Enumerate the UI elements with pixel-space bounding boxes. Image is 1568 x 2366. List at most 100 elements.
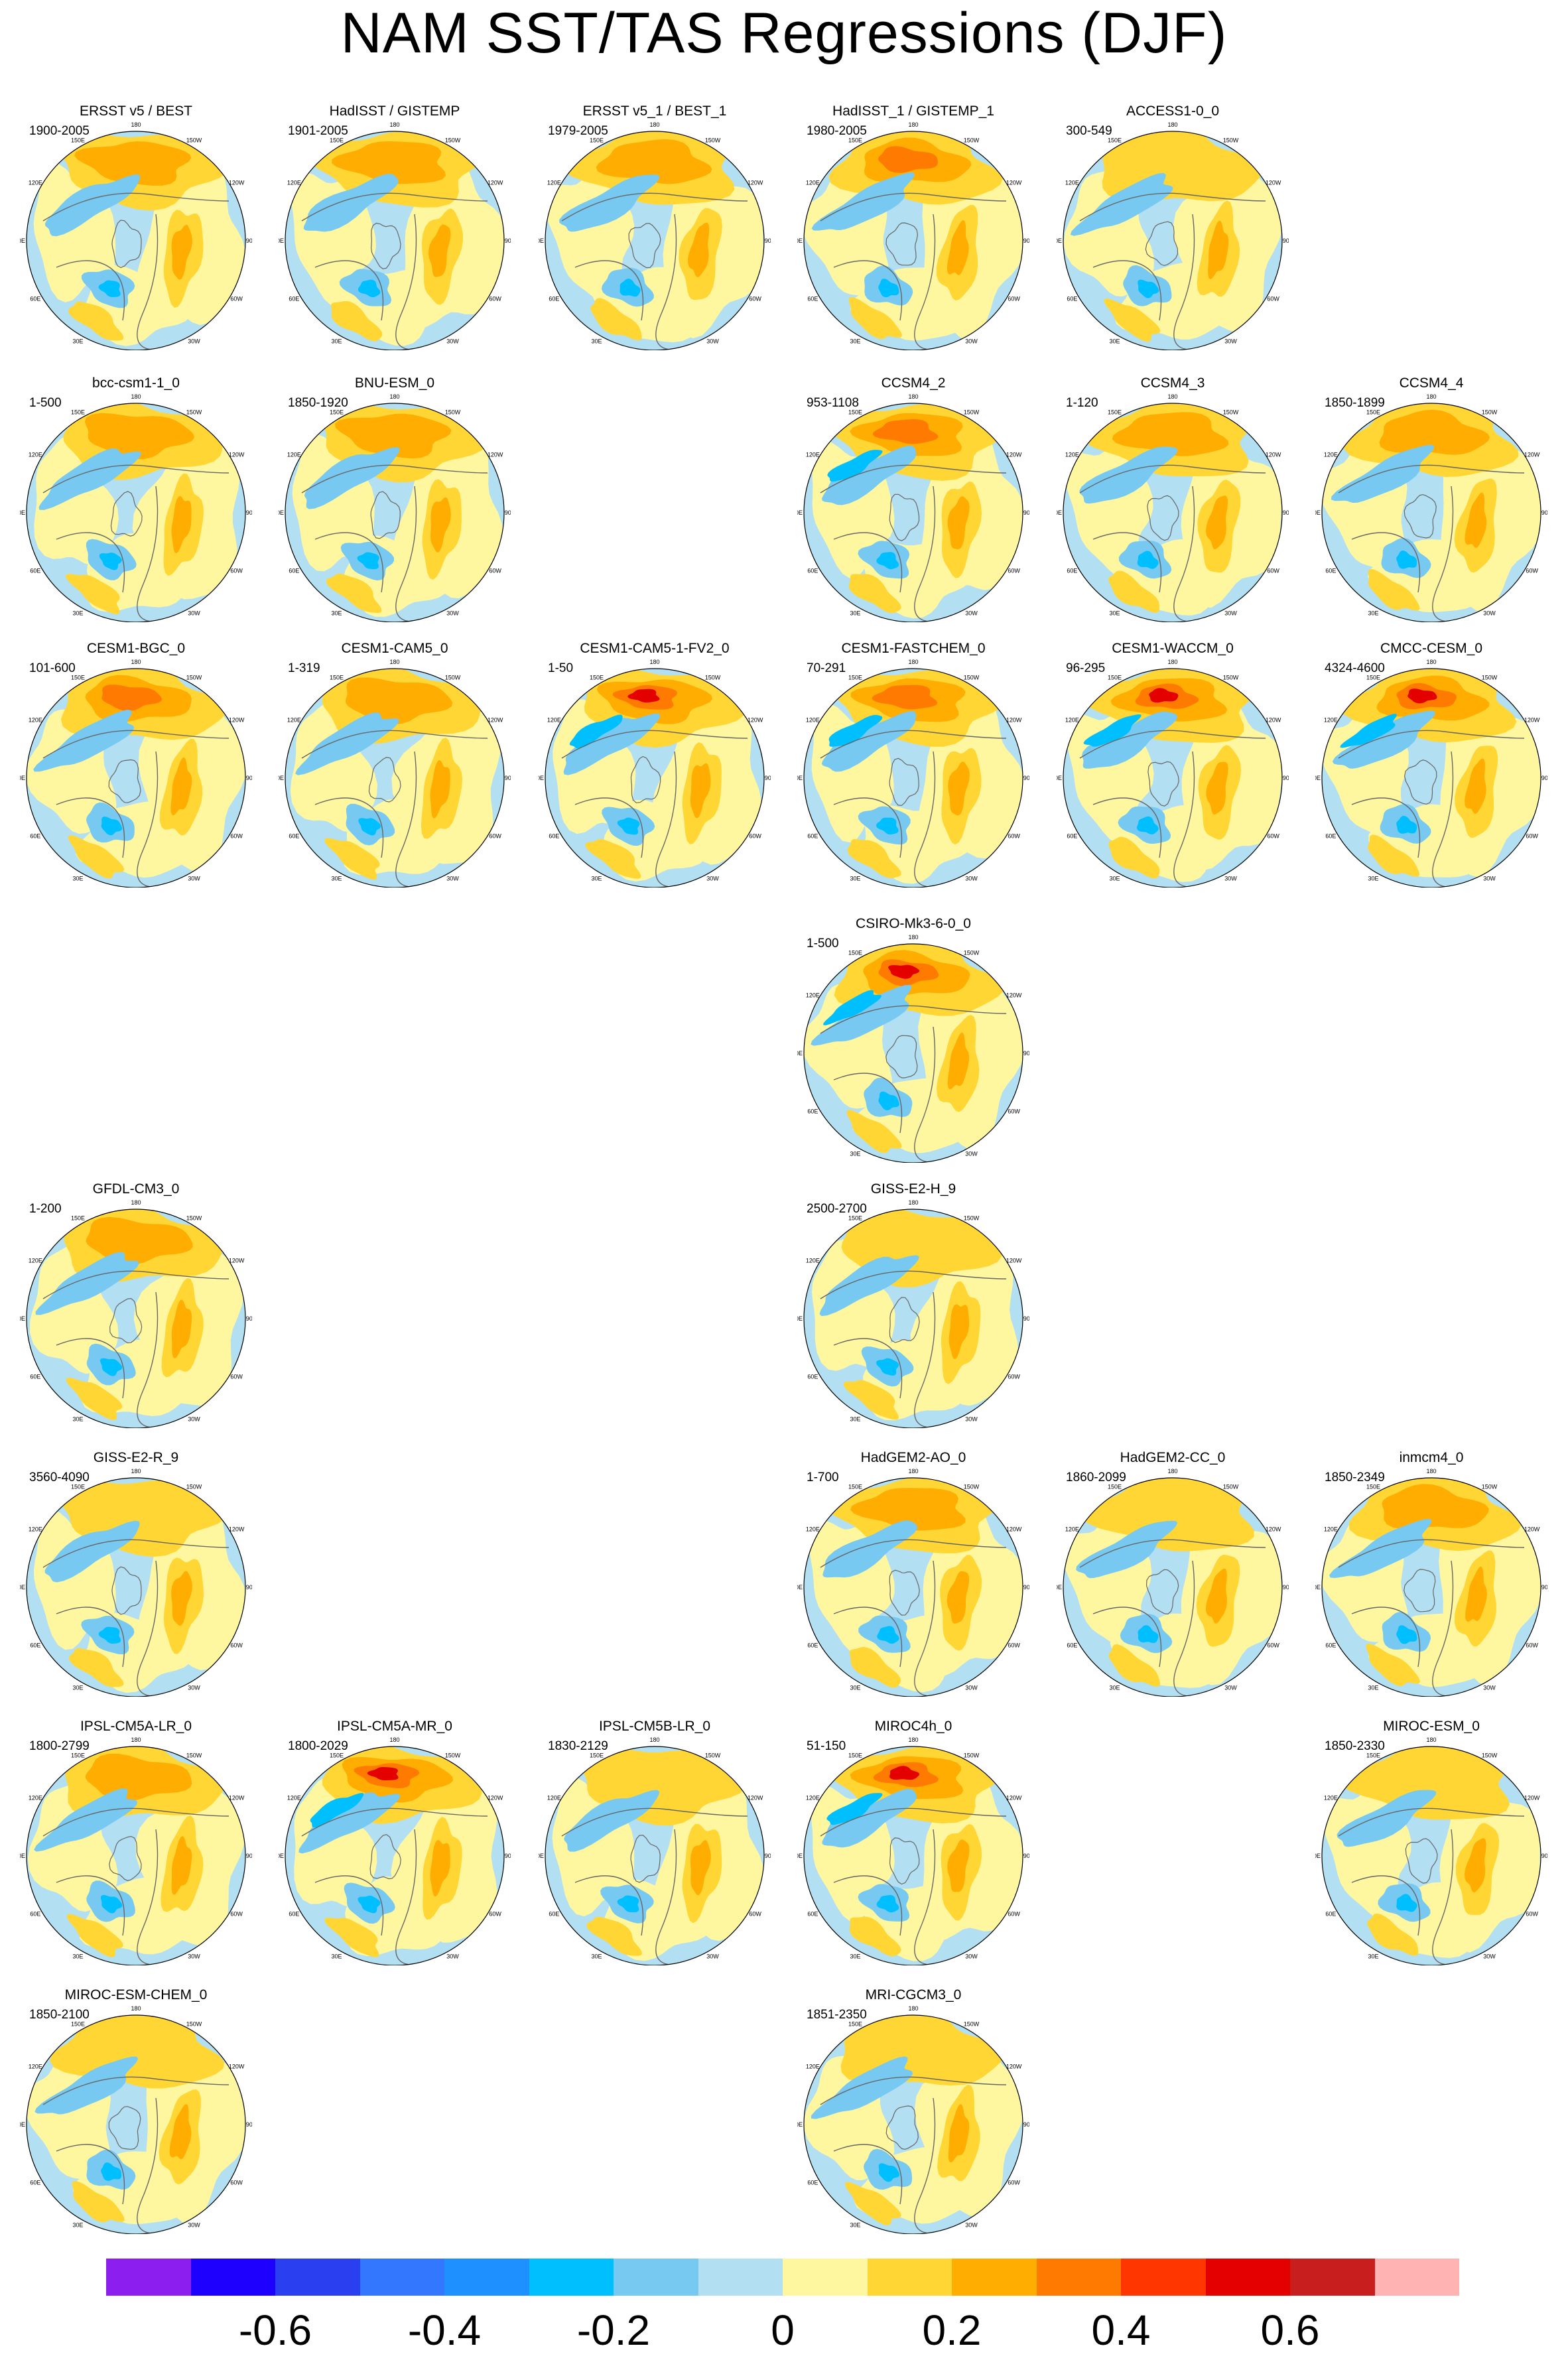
panel-title: HadGEM2-AO_0 — [860, 1450, 966, 1465]
longitude-label: 180 — [649, 659, 659, 665]
longitude-label: 60E — [807, 1642, 818, 1649]
longitude-label: 90W — [505, 237, 511, 244]
panel-title: HadISST / GISTEMP — [329, 103, 460, 119]
longitude-label: 150E — [1108, 1483, 1122, 1490]
panel-years: 1800-2029 — [288, 1739, 348, 1753]
longitude-label: 150E — [848, 949, 862, 956]
polar-map: 180150W120W90W60W30W030E60E90E120E150E — [1057, 393, 1289, 622]
longitude-label: 30E — [72, 876, 83, 882]
panel-years: 101-600 — [29, 661, 76, 675]
longitude-label: 90W — [246, 1584, 252, 1591]
longitude-label: 120W — [1524, 1795, 1540, 1802]
panel-gfdl-cm3-0: GFDL-CM3_01-200180150W120W90W60W30W030E6… — [20, 1181, 252, 1428]
panel-title: CESM1-CAM5_0 — [341, 641, 448, 656]
longitude-label: 120E — [806, 1526, 820, 1533]
longitude-label: 150W — [705, 137, 721, 143]
colorbar-box — [698, 2259, 783, 2296]
polar-map: 180150W120W90W60W30W030E60E90E120E150E — [279, 1737, 511, 1965]
panel-title: MRI-CGCM3_0 — [865, 1987, 962, 2003]
polar-map: 180150W120W90W60W30W030E60E90E120E150E — [1057, 121, 1289, 350]
longitude-label: 150E — [1366, 1752, 1380, 1758]
panel-cesm1-bgc-0: CESM1-BGC_0101-600180150W120W90W60W30W03… — [20, 640, 252, 887]
longitude-label: 60W — [230, 833, 243, 840]
panel-title: HadGEM2-CC_0 — [1120, 1450, 1226, 1465]
longitude-label: 60W — [1267, 296, 1279, 302]
longitude-label: 150E — [1366, 1483, 1380, 1490]
longitude-label: 150E — [848, 2020, 862, 2027]
colorbar-box — [614, 2259, 698, 2296]
longitude-label: 150E — [330, 674, 344, 681]
longitude-label: 90W — [505, 509, 511, 516]
longitude-label: 120W — [1006, 1258, 1022, 1264]
longitude-label: 90W — [1541, 775, 1547, 781]
longitude-label: 90W — [1283, 1584, 1289, 1591]
longitude-label: 30E — [591, 1953, 602, 1960]
longitude-label: 150E — [71, 1215, 85, 1221]
panel-title: GISS-E2-H_9 — [870, 1181, 956, 1197]
longitude-label: 30E — [850, 1151, 860, 1157]
longitude-label: 30W — [965, 1953, 978, 1960]
longitude-label: 90E — [797, 1050, 803, 1057]
longitude-label: 60E — [1325, 1642, 1336, 1649]
longitude-label: 180 — [389, 121, 399, 128]
longitude-label: 120W — [229, 180, 245, 186]
longitude-label: 90E — [797, 775, 803, 781]
longitude-label: 150W — [1482, 1752, 1498, 1758]
polar-map: 180150W120W90W60W30W030E60E90E120E150E — [1315, 1737, 1547, 1965]
longitude-label: 30E — [850, 876, 860, 882]
longitude-label: 90W — [1541, 509, 1547, 516]
longitude-label: 60W — [749, 296, 761, 302]
longitude-label: 30W — [706, 1953, 719, 1960]
longitude-label: 60W — [489, 568, 501, 574]
longitude-label: 60W — [230, 2180, 243, 2186]
panel-title: CESM1-CAM5-1-FV2_0 — [580, 641, 730, 656]
panel-years: 1-50 — [548, 661, 574, 675]
panel-title: CMCC-CESM_0 — [1380, 641, 1482, 656]
colorbar-box — [275, 2259, 360, 2296]
polar-map: 180150W120W90W60W30W030E60E90E120E150E — [797, 121, 1029, 350]
panel-hadisst-1-gistemp-1: HadISST_1 / GISTEMP_1 1980-2005 180 150W 120… — [797, 103, 1029, 350]
longitude-label: 150E — [1108, 137, 1122, 143]
panel-years: 1850-1920 — [288, 396, 348, 410]
longitude-label: 30W — [1483, 1685, 1496, 1691]
longitude-label: 150W — [964, 1215, 980, 1221]
longitude-label: 90E — [1315, 775, 1321, 781]
panel-years: 1-120 — [1066, 396, 1098, 410]
panel-years: 96-295 — [1066, 661, 1106, 675]
polar-map: 180150W120W90W60W30W030E60E90E120E150E — [797, 1199, 1029, 1428]
panel-miroc-esm-0: MIROC-ESM_0 1850-2330 180 150W 120W 90W 60W 30W… — [1315, 1718, 1547, 1965]
longitude-label: 60E — [549, 1911, 559, 1918]
longitude-label: 120E — [29, 1258, 42, 1264]
longitude-label: 30E — [331, 610, 342, 617]
polar-map: 180150W120W90W60W30W030E60E90E120E150E — [279, 393, 511, 622]
longitude-label: 150W — [705, 674, 721, 681]
colorbar-tick-label: 0.6 — [1260, 2306, 1320, 2354]
panel-title: GISS-E2-R_9 — [93, 1450, 179, 1465]
longitude-label: 180 — [1167, 121, 1177, 128]
colorbar-box — [952, 2259, 1037, 2296]
longitude-label: 60E — [807, 833, 818, 840]
longitude-label: 150W — [186, 674, 202, 681]
panel-years: 1850-2100 — [29, 2008, 90, 2022]
polar-map: 180150W120W90W60W30W030E60E90E120E150E — [539, 121, 771, 350]
longitude-label: 60W — [1008, 833, 1020, 840]
longitude-label: 120W — [229, 1258, 245, 1264]
longitude-label: 90E — [1057, 775, 1062, 781]
longitude-label: 60E — [289, 833, 299, 840]
longitude-label: 30W — [446, 876, 459, 882]
longitude-label: 30E — [1368, 1953, 1378, 1960]
longitude-label: 120E — [1065, 180, 1079, 186]
longitude-label: 90W — [246, 1853, 252, 1859]
panel-cesm1-cam5-1-fv2-0: CESM1-CAM5-1-FV2_0 1-50 180 150W 120W 90W 60W 3… — [539, 640, 771, 887]
longitude-label: 120W — [1006, 452, 1022, 458]
longitude-label: 30W — [1224, 1685, 1237, 1691]
longitude-label: 30E — [331, 338, 342, 345]
panel-bnu-esm-0: BNU-ESM_01850-1920180150W120W90W60W30W03… — [279, 375, 511, 622]
panel-bcc-csm1-1-0: bcc-csm1-1_01-500180150W120W90W60W30W030… — [20, 375, 252, 622]
longitude-label: 120E — [806, 717, 820, 724]
longitude-label: 150W — [186, 409, 202, 415]
longitude-label: 90W — [1541, 1584, 1547, 1591]
longitude-label: 120E — [29, 1526, 42, 1533]
longitude-label: 120W — [229, 1795, 245, 1802]
longitude-label: 90E — [279, 1853, 284, 1859]
